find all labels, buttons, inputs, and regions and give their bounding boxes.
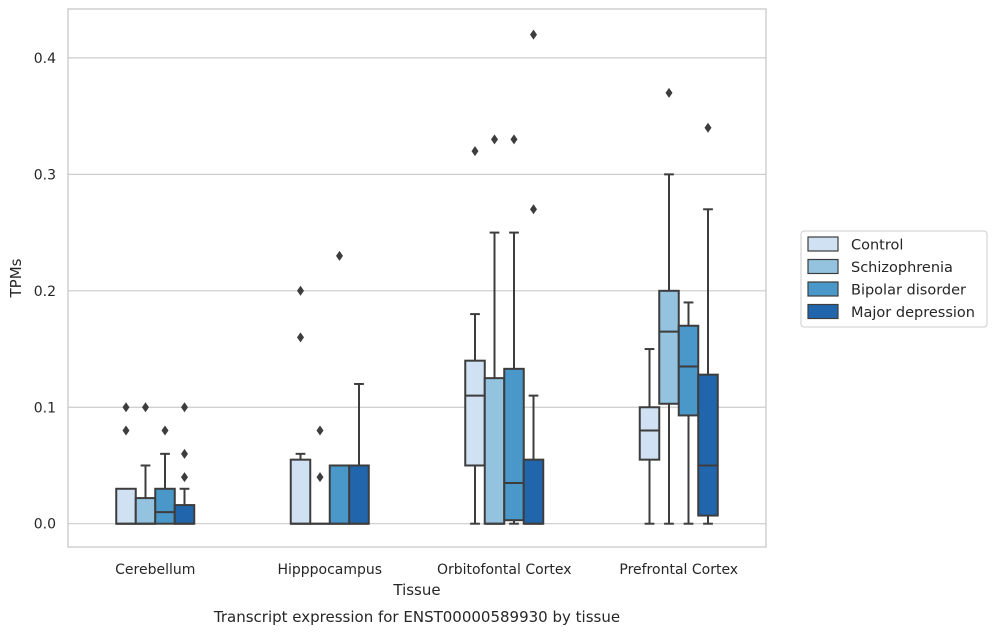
legend-swatch (807, 281, 839, 297)
box-body (328, 464, 351, 525)
box-series (115, 29, 719, 525)
legend-label: Control (851, 238, 903, 254)
box-body (348, 464, 370, 525)
y-tick-label: 0.4 (34, 51, 56, 67)
box-control (638, 348, 661, 525)
box-bipolar-disorder (328, 250, 351, 525)
legend: Control Schizophrenia Bipolar disorder Majo… (800, 230, 988, 328)
box-control (464, 146, 486, 525)
y-tick-label: 0.2 (34, 284, 56, 300)
x-tick-label: Prefrontal Cortex (619, 562, 738, 578)
box-body (522, 458, 545, 525)
box-bipolar-disorder (503, 134, 525, 525)
outlier-point (181, 472, 188, 483)
box-body (638, 406, 661, 461)
chart-title: Transcript expression for ENST0000058993… (213, 608, 620, 626)
box-body (134, 497, 157, 525)
box-schizophrenia (658, 87, 680, 525)
box-major-depression (697, 122, 719, 525)
y-tick-label: 0.1 (34, 400, 56, 416)
box-body (483, 377, 506, 525)
legend-label: Major depression (851, 305, 975, 321)
box-body (697, 373, 719, 517)
legend-label: Schizophrenia (851, 260, 953, 276)
box-body (154, 487, 176, 525)
outlier-point (336, 250, 343, 261)
outlier-point (122, 402, 130, 413)
legend-swatch (807, 258, 839, 275)
y-axis-ticks: 0.0 0.1 0.2 0.3 0.4 (34, 51, 56, 533)
box-schizophrenia (309, 425, 331, 525)
outlier-point (122, 425, 130, 436)
box-schizophrenia (134, 402, 157, 525)
y-tick-label: 0.3 (34, 167, 56, 183)
box-control (289, 285, 312, 525)
outlier-point (530, 29, 537, 40)
outlier-point (471, 146, 479, 157)
outlier-point (161, 425, 169, 436)
box-major-depression (348, 382, 370, 525)
box-bipolar-disorder (677, 301, 700, 525)
box-schizophrenia (483, 134, 506, 525)
outlier-point (316, 472, 324, 483)
outlier-point (530, 204, 537, 215)
box-bipolar-disorder (154, 425, 176, 525)
outlier-point (297, 285, 304, 296)
plot-frame (67, 8, 767, 548)
box-body (173, 504, 196, 525)
legend-label: Bipolar disorder (851, 283, 966, 299)
x-tick-label: Cerebellum (115, 562, 195, 578)
legend-swatch (807, 303, 839, 320)
box-body (503, 367, 525, 522)
x-axis-title: Tissue (392, 581, 440, 599)
outlier-point (665, 87, 673, 98)
box-major-depression (522, 29, 545, 525)
x-axis-ticks: Cerebellum Hipppocampus Orbitofontal Corte… (115, 562, 738, 578)
box-body (658, 289, 680, 405)
legend-swatch (807, 236, 839, 252)
outlier-point (491, 134, 498, 145)
x-tick-label: Orbitofontal Cortex (437, 562, 572, 578)
box-body (464, 359, 486, 467)
outlier-point (704, 122, 712, 133)
outlier-point (181, 448, 188, 459)
y-tick-label: 0.0 (34, 517, 56, 533)
x-tick-label: Hipppocampus (277, 562, 382, 578)
outlier-point (297, 332, 304, 343)
outlier-point (181, 402, 188, 413)
legend-frame (800, 230, 988, 328)
y-axis-title: TPMs (7, 258, 25, 298)
outlier-point (142, 402, 149, 413)
box-control (115, 402, 137, 525)
box-body (677, 324, 700, 417)
box-body (289, 458, 312, 525)
box-body (115, 487, 137, 525)
outlier-point (316, 425, 324, 436)
box-major-depression (173, 402, 196, 525)
outlier-point (510, 134, 518, 145)
